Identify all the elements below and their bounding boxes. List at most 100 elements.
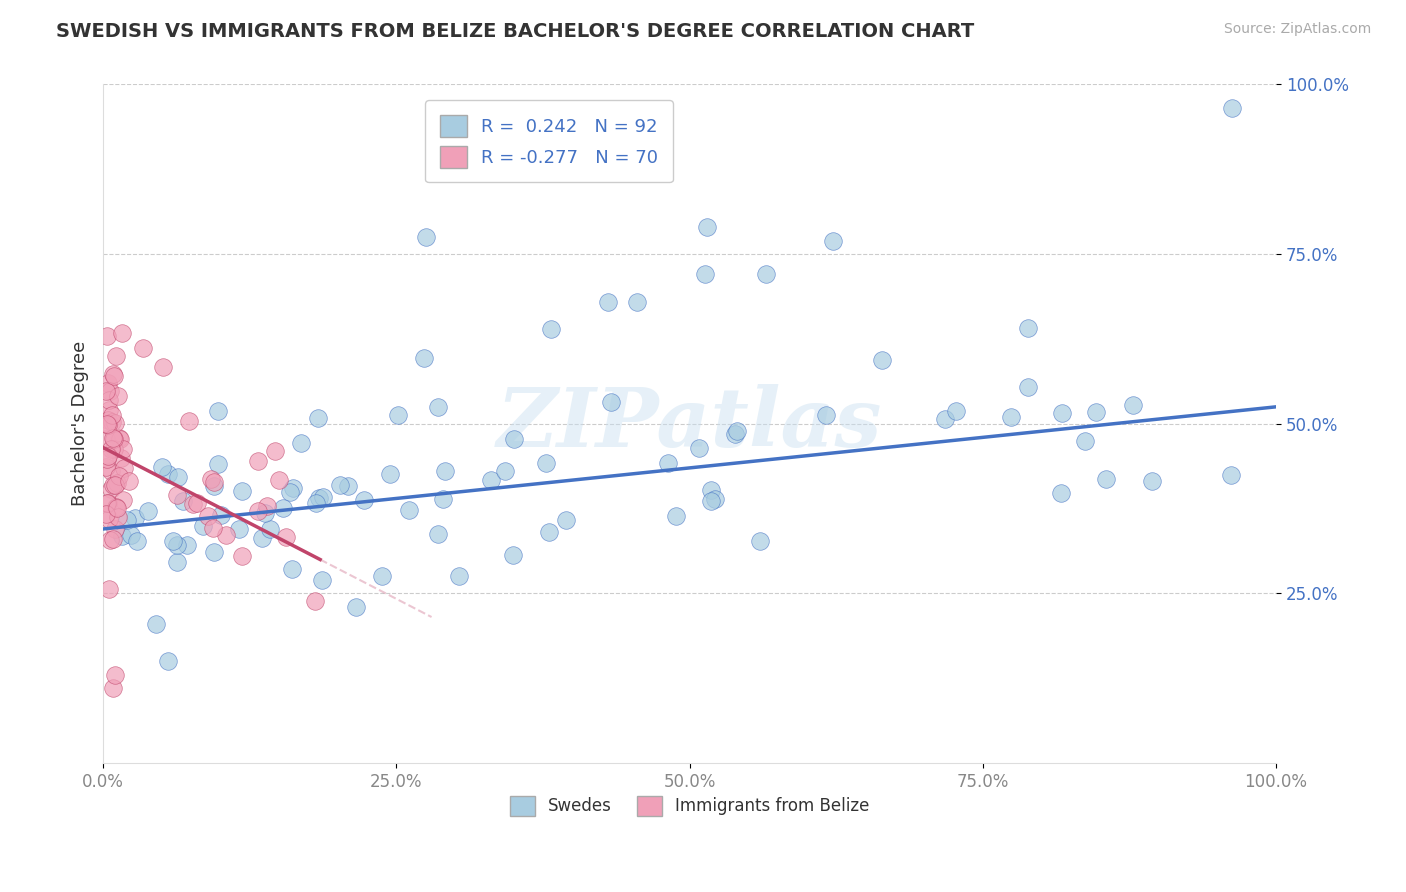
Point [104, 500, 127, 515]
Point [344, 600, 367, 615]
Point [353, 493, 375, 508]
Point [156, 467, 179, 482]
Point [96, 328, 118, 343]
Point [626, 294, 648, 309]
Point [172, 494, 194, 508]
Point [693, 268, 716, 282]
Point [202, 475, 225, 490]
Point [96, 417, 118, 432]
Point [815, 408, 838, 422]
Point [433, 464, 456, 478]
Point [449, 568, 471, 582]
Point [426, 527, 449, 541]
Point [502, 548, 524, 562]
Point [108, 431, 131, 445]
Point [387, 408, 409, 422]
Point [112, 442, 135, 457]
Point [96, 460, 118, 475]
Point [281, 562, 304, 576]
Point [398, 503, 420, 517]
Point [1017, 321, 1039, 335]
Point [308, 411, 330, 425]
Point [101, 532, 124, 546]
Point [108, 432, 131, 446]
Point [107, 389, 129, 403]
Point [176, 538, 198, 552]
Point [274, 530, 297, 544]
Point [120, 528, 142, 542]
Point [100, 442, 122, 457]
Point [112, 461, 135, 475]
Point [250, 531, 273, 545]
Point [96, 451, 118, 466]
Point [132, 341, 155, 355]
Point [378, 467, 401, 481]
Point [200, 472, 222, 486]
Point [166, 470, 188, 484]
Point [413, 351, 436, 366]
Point [1095, 472, 1118, 486]
Point [103, 432, 125, 446]
Point [1142, 474, 1164, 488]
Point [479, 473, 502, 487]
Point [118, 474, 141, 488]
Point [688, 441, 710, 455]
Point [821, 234, 844, 248]
Point [98, 512, 121, 526]
Point [259, 523, 281, 537]
Point [749, 534, 772, 549]
Point [101, 431, 124, 445]
Point [207, 457, 229, 471]
Point [329, 477, 352, 491]
Point [415, 230, 437, 244]
Point [97, 392, 120, 407]
Point [100, 482, 122, 496]
Point [98, 403, 121, 417]
Point [1084, 405, 1107, 419]
Point [136, 504, 159, 518]
Point [98, 533, 121, 547]
Point [202, 545, 225, 559]
Point [150, 459, 173, 474]
Point [1017, 380, 1039, 394]
Point [177, 414, 200, 428]
Text: SWEDISH VS IMMIGRANTS FROM BELIZE BACHELOR'S DEGREE CORRELATION CHART: SWEDISH VS IMMIGRANTS FROM BELIZE BACHEL… [56, 22, 974, 41]
Point [104, 478, 127, 492]
Point [105, 476, 128, 491]
Point [96, 496, 118, 510]
Point [191, 518, 214, 533]
Point [201, 521, 224, 535]
Point [305, 496, 328, 510]
Point [156, 654, 179, 668]
Legend: Swedes, Immigrants from Belize: Swedes, Immigrants from Belize [503, 789, 876, 822]
Point [699, 483, 721, 497]
Point [107, 500, 129, 515]
Point [100, 464, 122, 478]
Point [724, 427, 747, 442]
Point [247, 504, 270, 518]
Point [101, 415, 124, 429]
Point [256, 499, 278, 513]
Point [101, 681, 124, 696]
Point [231, 549, 253, 563]
Point [1074, 434, 1097, 448]
Point [1220, 101, 1243, 115]
Point [934, 412, 956, 426]
Point [1122, 398, 1144, 412]
Point [166, 488, 188, 502]
Point [111, 528, 134, 542]
Point [600, 394, 623, 409]
Point [1000, 409, 1022, 424]
Point [104, 668, 127, 682]
Point [494, 464, 516, 478]
Point [104, 522, 127, 536]
Point [104, 416, 127, 430]
Point [94, 384, 117, 399]
Point [97, 449, 120, 463]
Point [197, 508, 219, 523]
Point [657, 456, 679, 470]
Point [432, 491, 454, 506]
Point [166, 538, 188, 552]
Point [162, 534, 184, 549]
Point [371, 569, 394, 583]
